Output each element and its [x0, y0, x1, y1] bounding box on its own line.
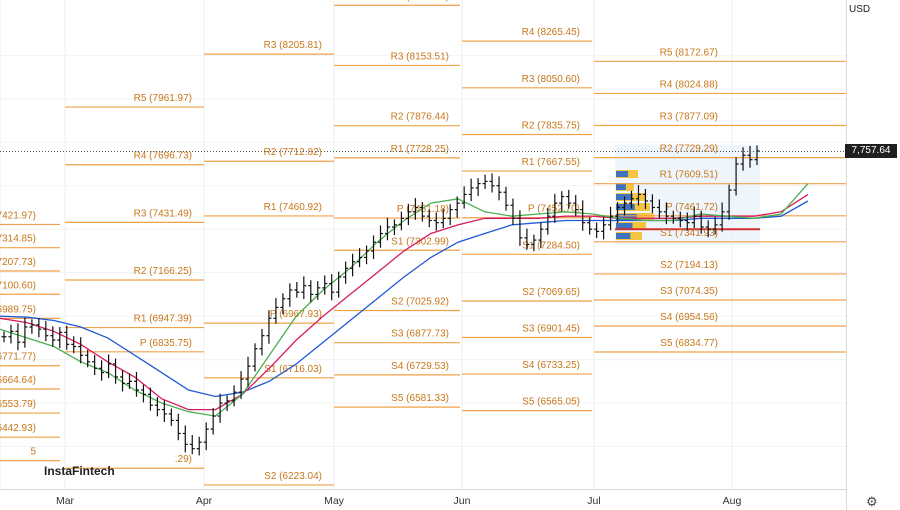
pivot-label: P (7452.70) [528, 204, 580, 215]
pivot-label: R5 (7961.97) [134, 93, 192, 104]
x-tick-label: Apr [196, 495, 213, 507]
pivot-label: S3 (7074.35) [660, 286, 718, 297]
pivot-label: S1 (6771.77) [0, 352, 36, 363]
pivot-label: R2 (7166.25) [134, 266, 192, 277]
pivot-label: R4 (7696.73) [134, 151, 192, 162]
pivot-label: 2 (7100.60) [0, 280, 36, 291]
pivot-label: P (6967.93) [270, 309, 322, 320]
x-tick-label: Jul [587, 495, 600, 507]
pivot-label: R3 (8205.81) [264, 40, 322, 51]
pivot-label: S4 (6729.53) [391, 361, 449, 372]
pivot-label: S2 (7025.92) [391, 296, 449, 307]
pivot-label: S1 (7284.50) [522, 240, 580, 251]
pivot-label: S5 (6834.77) [660, 338, 718, 349]
x-tick-label: Aug [723, 495, 742, 507]
pivot-label: R1 (7728.25) [391, 144, 449, 155]
pivot-label: S1 (7302.99) [391, 236, 449, 247]
brand-logo: InstaFintech [44, 464, 115, 478]
pivot-label: R4 (8265.45) [522, 27, 580, 38]
pivot-label: R1 (7667.55) [522, 157, 580, 168]
pivot-label: 2 (6664.64) [0, 375, 36, 386]
pivot-label: S4 (6954.56) [660, 312, 718, 323]
pivot-label: S3 (6877.73) [391, 329, 449, 340]
pivot-label: R1 (7460.92) [264, 202, 322, 213]
x-tick-label: Jun [454, 495, 471, 507]
pivot-label: 4 (6442.93) [0, 423, 36, 434]
gear-icon[interactable]: ⚙ [866, 494, 878, 509]
pivot-label: .29) [175, 454, 192, 465]
pivot-label: R3 (8050.60) [522, 74, 580, 85]
pivot-label: 5 [30, 447, 36, 458]
pivot-label: S2 (6223.04) [264, 471, 322, 482]
pivot-label: S2 (7194.13) [660, 260, 718, 271]
profile-bar [616, 223, 633, 229]
pivot-label: R2 (7876.44) [391, 112, 449, 123]
pivot-label: R5 (8172.67) [660, 47, 718, 58]
pivot-label: R3 (7877.09) [660, 112, 718, 123]
pivot-label: S2 (7069.65) [522, 287, 580, 298]
x-axis-baseline [0, 489, 846, 490]
pivot-label: R2 (7835.75) [522, 121, 580, 132]
pivot-label: P (7451.18) [397, 204, 449, 215]
pivot-label: S5 (6581.33) [391, 393, 449, 404]
pivot-label: P (7461.72) [666, 202, 718, 213]
pivot-label: R3 (7431.49) [134, 208, 192, 219]
x-tick-label: May [324, 495, 345, 507]
profile-bar [616, 171, 629, 177]
profile-bar [616, 214, 637, 220]
pivot-label: R2 (7729.29) [660, 144, 718, 155]
profile-bar [616, 204, 635, 210]
profile-bar [616, 233, 631, 239]
pivot-label: R4 (8430.57) [391, 0, 449, 2]
pivot-label: R3 (8153.51) [391, 51, 449, 62]
pivot-label: R1 (7609.51) [660, 170, 718, 181]
last-price-badge: 7,757.64 [845, 144, 897, 158]
x-tick-label: Mar [56, 495, 75, 507]
pivot-label: R2 (7712.82) [264, 147, 322, 158]
price-bars [0, 145, 846, 456]
pivot-label: R4 (8024.88) [660, 79, 718, 90]
pivot-label: 3 (6553.79) [0, 399, 36, 410]
pivot-label: S1 (6716.03) [264, 364, 322, 375]
profile-bar [616, 184, 626, 190]
pivot-label: S4 (6733.25) [522, 360, 580, 371]
pivot-label: P (6835.75) [140, 338, 192, 349]
pivot-label: 4 (7314.85) [0, 234, 36, 245]
pivot-label: S5 (6565.05) [522, 397, 580, 408]
currency-selector[interactable]: USD [849, 4, 871, 15]
pivot-label: 5 (7421.97) [0, 210, 36, 221]
pivot-label: R1 (6947.39) [134, 314, 192, 325]
pivot-label: S3 (6901.45) [522, 324, 580, 335]
price-scale[interactable] [846, 0, 900, 510]
pivot-label: S1 (7341.93) [660, 228, 718, 239]
pivot-label: 1 (6989.75) [0, 304, 36, 315]
x-axis: Mar Apr May Jun Jul Aug [56, 495, 742, 507]
pivot-label: 3 (7207.73) [0, 257, 36, 268]
